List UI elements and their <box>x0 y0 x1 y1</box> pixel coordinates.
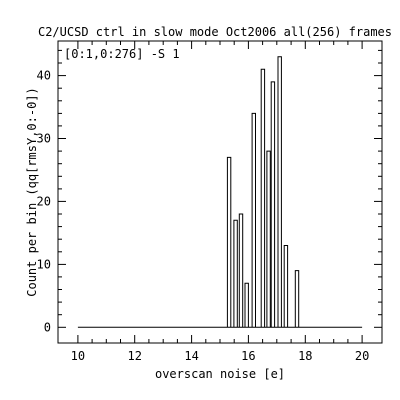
chart-title: C2/UCSD ctrl in slow mode Oct2006 all(25… <box>38 25 392 39</box>
y-tick-label: 0 <box>44 320 51 334</box>
histogram-bin-6 <box>266 150 271 328</box>
axis-ticks <box>58 41 382 343</box>
histogram-bin-2 <box>238 213 244 328</box>
tick-labels: 10 12 14 16 18 20 0 10 20 30 40 <box>37 69 370 363</box>
y-tick-label: 40 <box>37 69 51 83</box>
y-axis-label: Count per bin (qq[rmsY,0:-0]) <box>25 87 39 297</box>
histogram-bin-4 <box>251 112 256 328</box>
histogram-bin-5 <box>260 68 266 328</box>
y-tick-label: 10 <box>37 257 51 271</box>
y-tick-label: 20 <box>37 194 51 208</box>
y-tick-label: 30 <box>37 132 51 146</box>
x-tick-label: 10 <box>71 349 85 363</box>
chart-annotation: [0:1,0:276] -S 1 <box>64 47 180 61</box>
histogram-bin-10 <box>294 270 300 328</box>
histogram-bin-9 <box>283 245 289 328</box>
x-axis-label: overscan noise [e] <box>155 367 285 381</box>
histogram-bin-1 <box>233 219 238 328</box>
x-tick-label: 18 <box>298 349 312 363</box>
plot-area: 10 12 14 16 18 20 0 10 20 30 40 <box>37 40 383 363</box>
histogram-bin-7 <box>270 81 276 328</box>
x-tick-label: 12 <box>127 349 141 363</box>
x-tick-label: 16 <box>241 349 255 363</box>
histogram-bin-8 <box>277 56 282 328</box>
histogram-bin-3 <box>244 282 249 328</box>
x-tick-label: 20 <box>355 349 369 363</box>
x-tick-label: 14 <box>184 349 198 363</box>
histogram-bars <box>77 56 363 328</box>
histogram-bin-0 <box>226 156 232 328</box>
